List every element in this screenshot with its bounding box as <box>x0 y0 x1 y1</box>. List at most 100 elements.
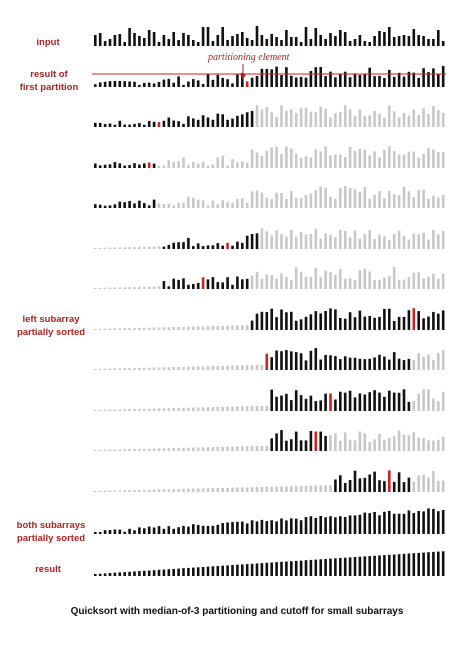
array-bar <box>221 114 224 127</box>
array-bar <box>187 366 190 370</box>
array-bar <box>187 326 190 330</box>
array-bar <box>422 153 425 168</box>
array-bar <box>128 490 131 492</box>
array-bar <box>275 433 278 451</box>
array-bar <box>402 112 406 127</box>
array-bar <box>373 471 376 492</box>
array-bar <box>260 563 264 576</box>
array-bar <box>422 108 425 127</box>
array-bar <box>147 526 151 534</box>
array-bar <box>94 491 97 492</box>
array-bar <box>353 279 357 289</box>
array-bar <box>260 486 264 492</box>
array-bar <box>128 571 131 576</box>
array-bar <box>103 247 107 249</box>
array-bar <box>358 75 362 87</box>
array-bar <box>138 367 141 370</box>
array-bar <box>157 448 161 451</box>
array-bar <box>402 389 406 411</box>
array-bar <box>368 271 371 289</box>
array-bar <box>192 197 195 208</box>
array-bar <box>392 481 396 492</box>
array-bar <box>182 525 185 534</box>
array-bar <box>94 84 97 87</box>
array-bar <box>329 271 332 289</box>
array-bar <box>397 316 401 330</box>
array-bar <box>113 204 117 208</box>
array-bar <box>241 114 244 127</box>
array-bar <box>152 199 156 208</box>
array-bar <box>324 146 327 168</box>
array-bar <box>285 67 288 87</box>
array-bar <box>270 438 273 451</box>
array-bar <box>108 409 112 411</box>
array-bar <box>299 520 303 534</box>
array-bar <box>211 566 215 576</box>
array-bar <box>138 200 141 208</box>
array-bar <box>94 288 97 289</box>
array-bar <box>133 247 136 249</box>
array-bar <box>133 490 136 492</box>
array-bar <box>143 246 146 249</box>
array-bar <box>182 447 185 451</box>
array-bar <box>324 108 327 127</box>
array-bar <box>319 400 322 411</box>
array-bar <box>314 67 318 87</box>
array-bar <box>285 110 288 127</box>
array-bar <box>314 149 318 168</box>
array-bar <box>383 511 386 534</box>
array-bar <box>343 557 347 576</box>
array-bar <box>147 246 151 249</box>
array-bar <box>363 115 367 127</box>
array-bar <box>103 328 107 330</box>
array-bar <box>319 485 322 492</box>
array-bar <box>304 560 308 576</box>
array-bar <box>280 105 283 127</box>
array-bar <box>309 559 313 576</box>
array-bar <box>363 187 367 208</box>
array-bar <box>383 440 386 451</box>
array-bar <box>353 357 357 370</box>
array-bar <box>422 438 425 451</box>
array-bar <box>304 517 308 534</box>
array-bar <box>152 448 156 451</box>
array-bar <box>216 407 220 411</box>
array-bar <box>241 242 244 249</box>
array-bar <box>437 439 440 451</box>
array-bar <box>373 151 376 168</box>
array-bar <box>113 124 117 127</box>
array-bar <box>368 442 371 451</box>
array-bar <box>167 489 171 492</box>
array-bar <box>329 485 332 492</box>
array-bar <box>368 67 371 87</box>
array-bar <box>407 510 411 534</box>
array-bar <box>118 328 122 330</box>
array-bar <box>162 408 166 411</box>
array-bar <box>412 233 416 249</box>
array-bar <box>304 195 308 208</box>
array-bar <box>128 449 131 451</box>
array-bar <box>407 553 411 576</box>
array-bar <box>118 247 122 249</box>
array-bar <box>294 431 298 451</box>
array-bar <box>441 152 445 168</box>
array-bar <box>231 325 234 330</box>
array-bar <box>113 328 117 330</box>
array-bar <box>275 317 278 330</box>
array-bar <box>407 36 411 46</box>
array-bar <box>265 274 269 289</box>
array-bar <box>353 397 357 411</box>
array-bar <box>397 430 401 451</box>
array-bar <box>294 77 298 87</box>
array-bar <box>299 440 303 451</box>
array-bar <box>388 146 391 168</box>
array-bar <box>201 366 205 370</box>
array-bar <box>201 407 205 411</box>
array-bar <box>363 512 367 534</box>
array-bar <box>260 519 264 534</box>
array-bar <box>343 32 347 46</box>
array-bar <box>427 354 430 370</box>
array-bar <box>226 446 229 451</box>
array-bar <box>231 36 234 46</box>
array-bar <box>329 234 332 249</box>
